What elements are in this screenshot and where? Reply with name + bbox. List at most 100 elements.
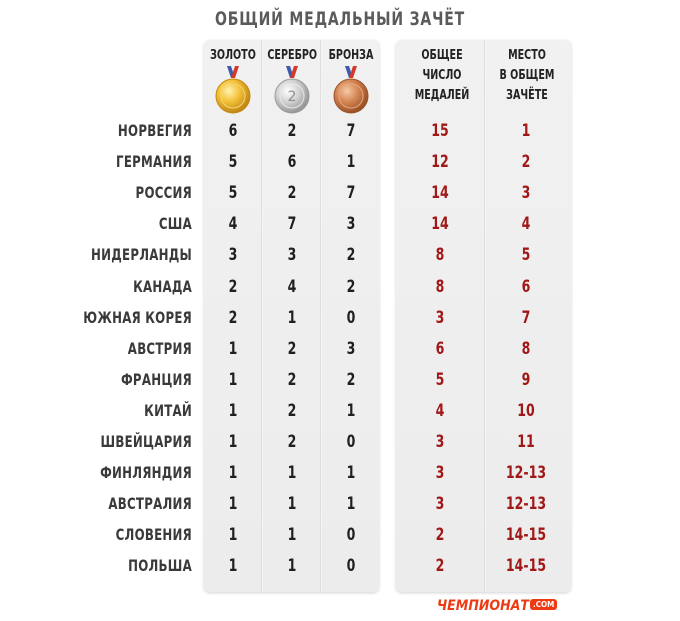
cell-gold: 5: [228, 183, 238, 204]
cell-gold: 1: [228, 400, 238, 421]
gold-medal-icon: [215, 66, 251, 114]
cell-bronze: 1: [346, 400, 356, 421]
header-place-line: МЕСТО: [508, 48, 546, 63]
cell-gold: 1: [228, 369, 238, 390]
cell-silver: 2: [287, 183, 297, 204]
country-name: ГЕРМАНИЯ: [116, 152, 192, 172]
cell-silver: 4: [287, 276, 297, 297]
cell-gold: 5: [228, 152, 238, 173]
cell-place: 14-15: [505, 525, 547, 546]
header-place-line: ЗАЧЁТЕ: [506, 88, 548, 103]
bronze-medal-icon: [333, 66, 369, 114]
country-name: КАНАДА: [133, 276, 192, 296]
header-total: ОБЩЕЕ ЧИСЛО МЕДАЛЕЙ: [408, 46, 477, 106]
cell-total: 3: [435, 463, 445, 484]
cell-gold: 1: [228, 525, 238, 546]
country-name: АВСТРАЛИЯ: [108, 494, 192, 514]
cell-total: 6: [435, 338, 445, 359]
column-divider: [320, 40, 322, 592]
header-place-line: В ОБЩЕМ: [499, 68, 555, 83]
cell-silver: 6: [287, 152, 297, 173]
cell-total: 3: [435, 307, 445, 328]
championat-logo: ЧЕМПИОНАТ .COM: [437, 598, 558, 614]
cell-total: 3: [435, 432, 445, 452]
cell-bronze: 1: [346, 494, 356, 515]
country-name: ФРАНЦИЯ: [120, 369, 192, 389]
cell-silver: 2: [287, 432, 297, 452]
cell-gold: 4: [228, 214, 238, 235]
cell-gold: 1: [228, 338, 238, 359]
cell-gold: 1: [228, 556, 238, 577]
country-name: СЛОВЕНИЯ: [115, 525, 192, 545]
cell-gold: 1: [228, 463, 238, 484]
totals-panel: [396, 40, 571, 592]
country-name: АВСТРИЯ: [127, 338, 192, 358]
header-total-line: МЕДАЛЕЙ: [414, 88, 470, 103]
country-name: ПОЛЬША: [128, 556, 192, 576]
country-name: США: [158, 214, 192, 234]
silver-medal-icon: 2: [274, 66, 310, 114]
cell-total: 8: [435, 245, 445, 266]
cell-silver: 2: [287, 400, 297, 421]
header-gold: ЗОЛОТО: [210, 48, 256, 63]
cell-silver: 2: [287, 369, 297, 390]
cell-bronze: 3: [346, 338, 356, 359]
cell-silver: 7: [287, 214, 297, 235]
cell-place: 2: [521, 152, 531, 173]
cell-bronze: 7: [346, 183, 356, 204]
cell-gold: 3: [228, 245, 238, 266]
cell-place: 9: [521, 369, 531, 390]
cell-gold: 1: [228, 494, 238, 515]
cell-bronze: 2: [346, 276, 356, 297]
header-total-line: ЧИСЛО: [422, 68, 462, 83]
cell-place: 10: [517, 400, 535, 421]
country-name: ФИНЛЯНДИЯ: [100, 463, 192, 483]
column-divider: [484, 40, 486, 592]
logo-text: ЧЕМПИОНАТ: [437, 598, 529, 614]
cell-total: 3: [435, 494, 445, 515]
cell-gold: 1: [228, 432, 238, 452]
cell-place: 12-13: [505, 494, 547, 515]
cell-place: 7: [521, 307, 531, 328]
header-total-line: ОБЩЕЕ: [421, 48, 463, 63]
cell-place: 14-15: [505, 556, 547, 577]
chart-title: ОБЩИЙ МЕДАЛЬНЫЙ ЗАЧЁТ: [214, 8, 466, 30]
header-bronze: БРОНЗА: [328, 48, 374, 63]
header-place: МЕСТО В ОБЩЕМ ЗАЧЁТЕ: [493, 46, 562, 106]
cell-total: 2: [435, 556, 445, 577]
country-name: ШВЕЙЦАРИЯ: [100, 432, 192, 451]
country-name: КИТАЙ: [144, 400, 192, 420]
cell-total: 14: [431, 214, 449, 235]
silver-medal-number: 2: [288, 89, 297, 105]
cell-place: 1: [521, 121, 531, 141]
cell-silver: 2: [287, 338, 297, 359]
cell-total: 15: [431, 121, 449, 141]
cell-silver: 3: [287, 245, 297, 266]
column-divider: [261, 40, 263, 592]
cell-gold: 6: [228, 121, 238, 141]
cell-place: 11: [517, 432, 535, 452]
cell-bronze: 1: [346, 463, 356, 484]
cell-bronze: 0: [346, 432, 356, 452]
cell-bronze: 2: [346, 245, 356, 266]
header-silver: СЕРЕБРО: [267, 48, 318, 63]
country-name: РОССИЯ: [135, 183, 192, 203]
country-name: НОРВЕГИЯ: [117, 121, 192, 140]
cell-silver: 1: [287, 463, 297, 484]
logo-suffix: .COM: [530, 599, 558, 610]
cell-gold: 2: [228, 307, 238, 328]
cell-place: 6: [521, 276, 531, 297]
medals-panel: [204, 40, 379, 592]
cell-total: 12: [431, 152, 449, 173]
cell-silver: 1: [287, 494, 297, 515]
cell-silver: 1: [287, 307, 297, 328]
cell-total: 5: [435, 369, 445, 390]
cell-bronze: 3: [346, 214, 356, 235]
cell-bronze: 1: [346, 152, 356, 173]
cell-total: 4: [435, 400, 445, 421]
cell-bronze: 0: [346, 525, 356, 546]
cell-total: 2: [435, 525, 445, 546]
cell-bronze: 2: [346, 369, 356, 390]
cell-silver: 1: [287, 556, 297, 577]
cell-bronze: 7: [346, 121, 356, 141]
